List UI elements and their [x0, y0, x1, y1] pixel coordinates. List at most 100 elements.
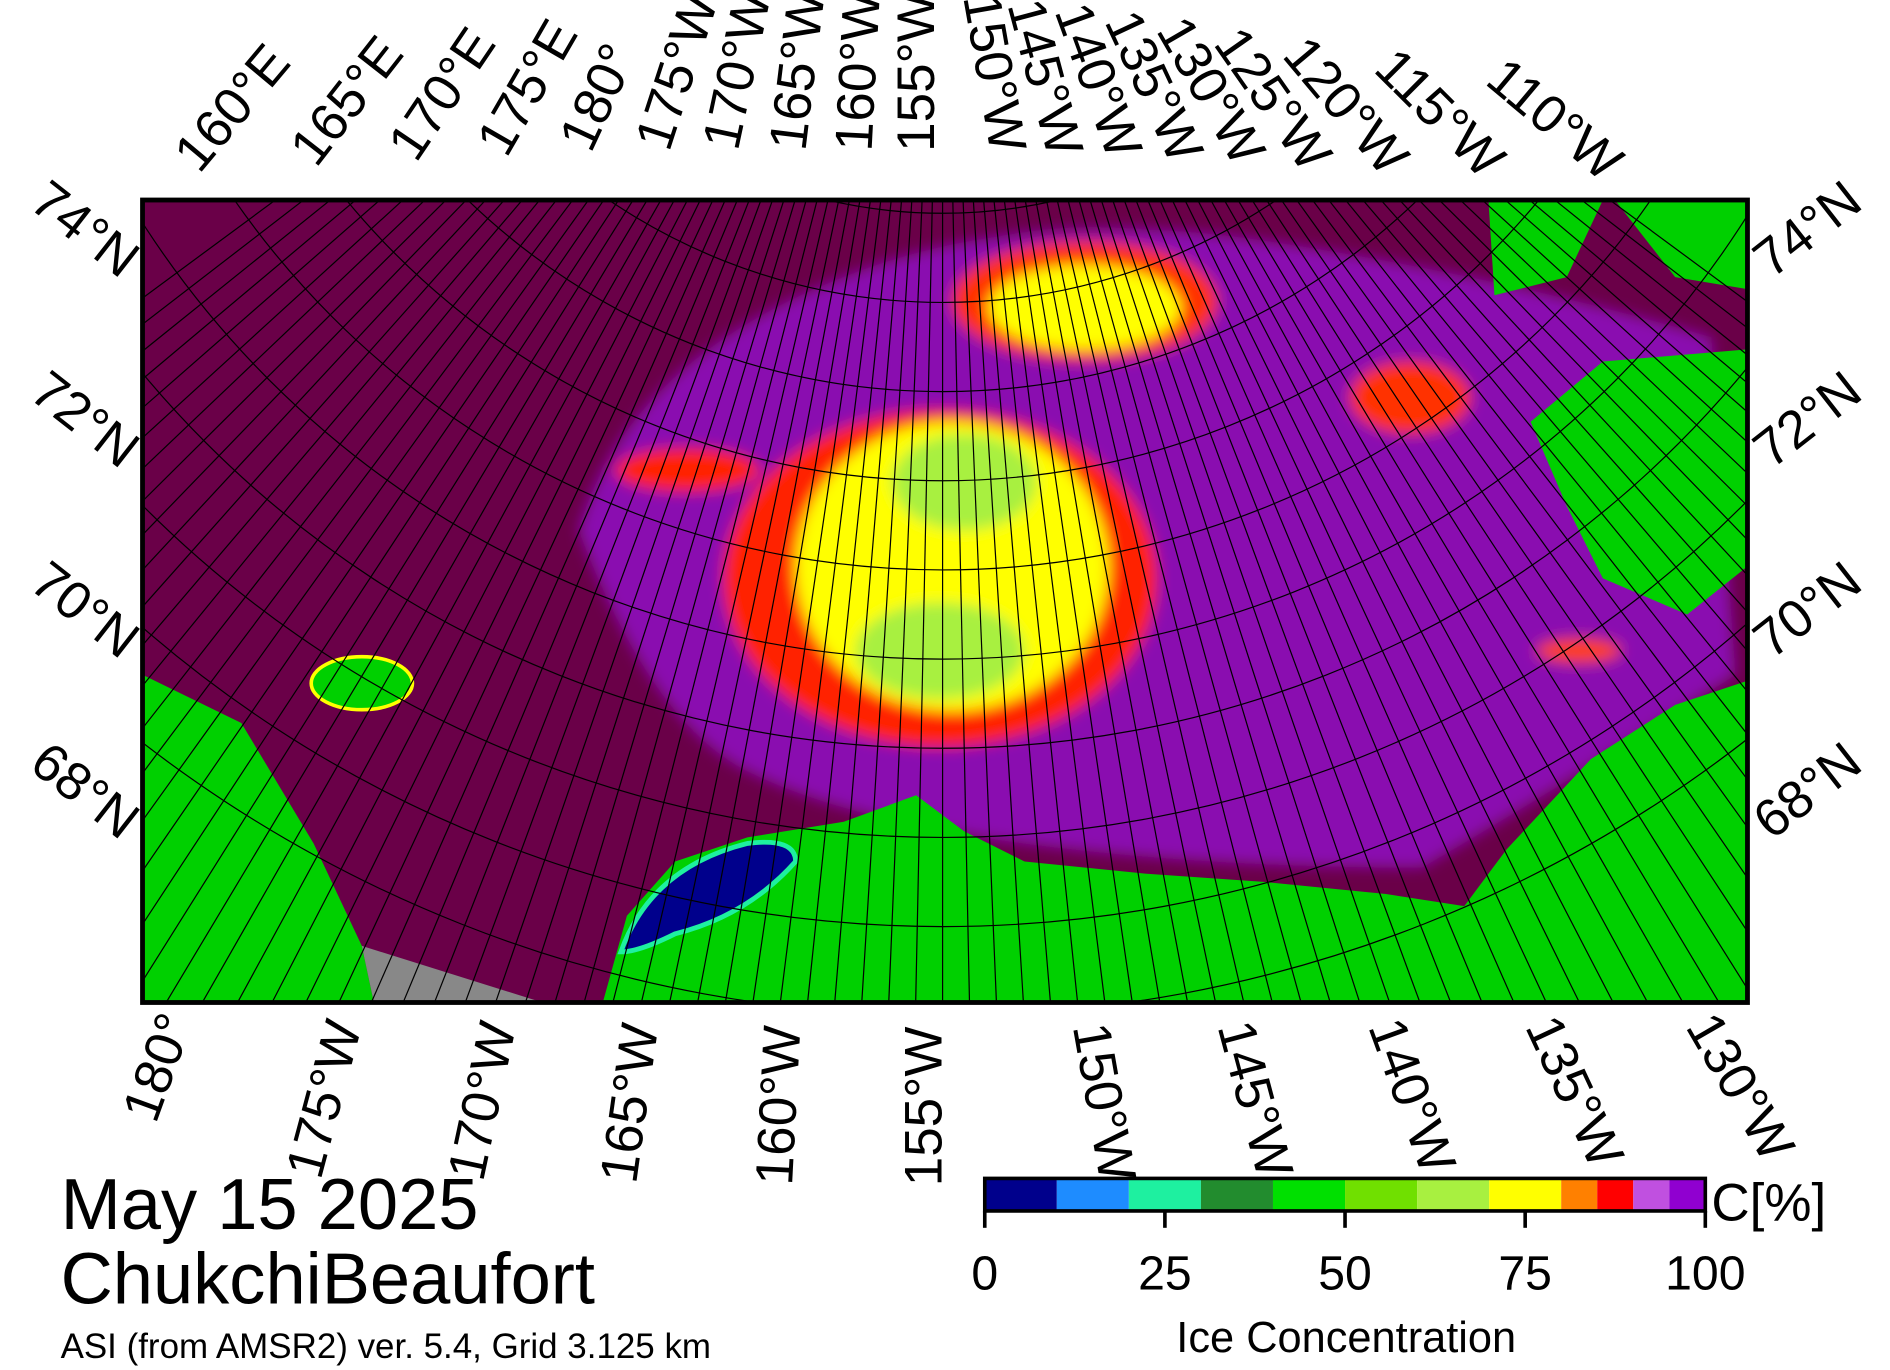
meridian: [696, 200, 850, 1003]
map-area: [142, 200, 1748, 1003]
parallel: [142, 622, 1748, 927]
longitude-label: 165°E: [279, 26, 415, 177]
meridian: [1481, 200, 1748, 443]
longitude-label: 150°W: [1061, 1018, 1147, 1185]
meridian: [464, 200, 762, 1003]
meridian: [142, 200, 426, 470]
meridian: [612, 200, 818, 1003]
meridian: [142, 200, 506, 608]
longitude-label: 175°W: [275, 1014, 373, 1183]
meridian: [1504, 200, 1748, 413]
longitude-label: 135°W: [1514, 1007, 1635, 1177]
meridian: [1344, 200, 1748, 693]
meridian: [1123, 200, 1421, 1003]
meridian: [806, 200, 892, 1003]
meridian: [1056, 200, 1245, 1003]
longitude-label: 130°W: [1674, 1003, 1805, 1171]
colorbar-tick-label: 100: [1665, 1246, 1745, 1300]
colorbar-segment: [1345, 1178, 1418, 1211]
meridian: [142, 200, 357, 380]
colorbar-segment: [1597, 1178, 1634, 1211]
meridian: [1418, 200, 1748, 541]
siberia: [142, 674, 374, 1003]
meridian: [1295, 200, 1748, 829]
latitude-label: 72°N: [1743, 360, 1873, 479]
meridian: [1362, 200, 1748, 652]
longitude-label: 160°W: [745, 1024, 812, 1187]
meridian: [1380, 200, 1748, 614]
colorbar-frame: [982, 1176, 1708, 1213]
longitude-label: 140°W: [1357, 1011, 1467, 1181]
meridian: [983, 200, 1052, 1003]
meridian: [752, 200, 872, 1003]
meridian: [142, 200, 574, 775]
meridian: [1159, 200, 1515, 1003]
meridian: [972, 200, 1025, 1003]
parallel: [466, 200, 1419, 392]
colorbar-segment: [1128, 1178, 1201, 1211]
latitude-label: 68°N: [1743, 731, 1873, 850]
meridian: [1112, 200, 1391, 1003]
meridian: [142, 200, 468, 536]
meridian: [142, 200, 404, 439]
meridian: [1147, 200, 1483, 1003]
meridian: [669, 200, 840, 1003]
colorbar-segment: [1272, 1178, 1346, 1211]
parallel: [607, 200, 1278, 303]
meridian: [494, 200, 774, 1003]
meridian: [142, 200, 524, 647]
colorbar-tick-label: 75: [1498, 1246, 1552, 1300]
latitude-label: 70°N: [1743, 550, 1873, 669]
meridian: [1438, 200, 1748, 507]
wrangel-island: [309, 654, 415, 712]
colorbar-segment: [984, 1178, 1057, 1211]
meridian: [1035, 200, 1189, 1003]
meridian: [402, 200, 739, 1003]
meridian: [915, 200, 933, 1003]
colorbar-tick-label: 0: [971, 1246, 998, 1300]
meridian: [1197, 200, 1614, 1003]
meridian: [201, 200, 662, 1003]
kotzebue-sound: [617, 839, 799, 955]
arctic-islands: [1488, 200, 1748, 296]
latitude-label: 74°N: [1743, 170, 1873, 289]
meridian: [142, 200, 541, 687]
source: ASI (from AMSR2) ver. 5.4, Grid 3.125 km: [61, 1327, 711, 1366]
latitude-label: 74°N: [20, 170, 150, 289]
parallel: [142, 214, 1748, 660]
no-data: [361, 945, 543, 1003]
colorbar-segment: [1417, 1178, 1490, 1211]
meridian: [952, 200, 971, 1003]
meridian: [142, 200, 381, 409]
map-frame: [140, 197, 1750, 1005]
colorbar-segment: [1489, 1178, 1562, 1211]
latitude-label: 68°N: [20, 731, 150, 850]
colorbar-segment: [1669, 1178, 1706, 1211]
colorbar: 0 25 50 75 100: [971, 1176, 1746, 1300]
meridian: [1237, 200, 1720, 1003]
meridian: [1327, 200, 1748, 736]
meridian: [583, 200, 807, 1003]
longitude-label: 165°W: [589, 1020, 670, 1186]
meridian: [142, 200, 605, 872]
colorbar-unit: C[%]: [1711, 1174, 1826, 1233]
meridian: [370, 200, 726, 1003]
meridian: [1528, 200, 1748, 384]
meridian: [142, 200, 487, 571]
meridian: [524, 200, 785, 1003]
meridian: [1067, 200, 1273, 1003]
parallel: [825, 200, 1060, 214]
graticule: [142, 200, 1748, 1003]
meridian: [165, 200, 648, 1003]
longitude-label: 145°W: [1206, 1014, 1304, 1183]
meridian: [888, 200, 923, 1003]
meridian: [1171, 200, 1547, 1003]
colorbar-segment: [1561, 1178, 1598, 1211]
meridian: [1210, 200, 1649, 1003]
meridian: [1100, 200, 1361, 1003]
longitude-label: 170°W: [437, 1017, 528, 1185]
meridian: [1311, 200, 1748, 781]
meridian: [861, 200, 913, 1003]
